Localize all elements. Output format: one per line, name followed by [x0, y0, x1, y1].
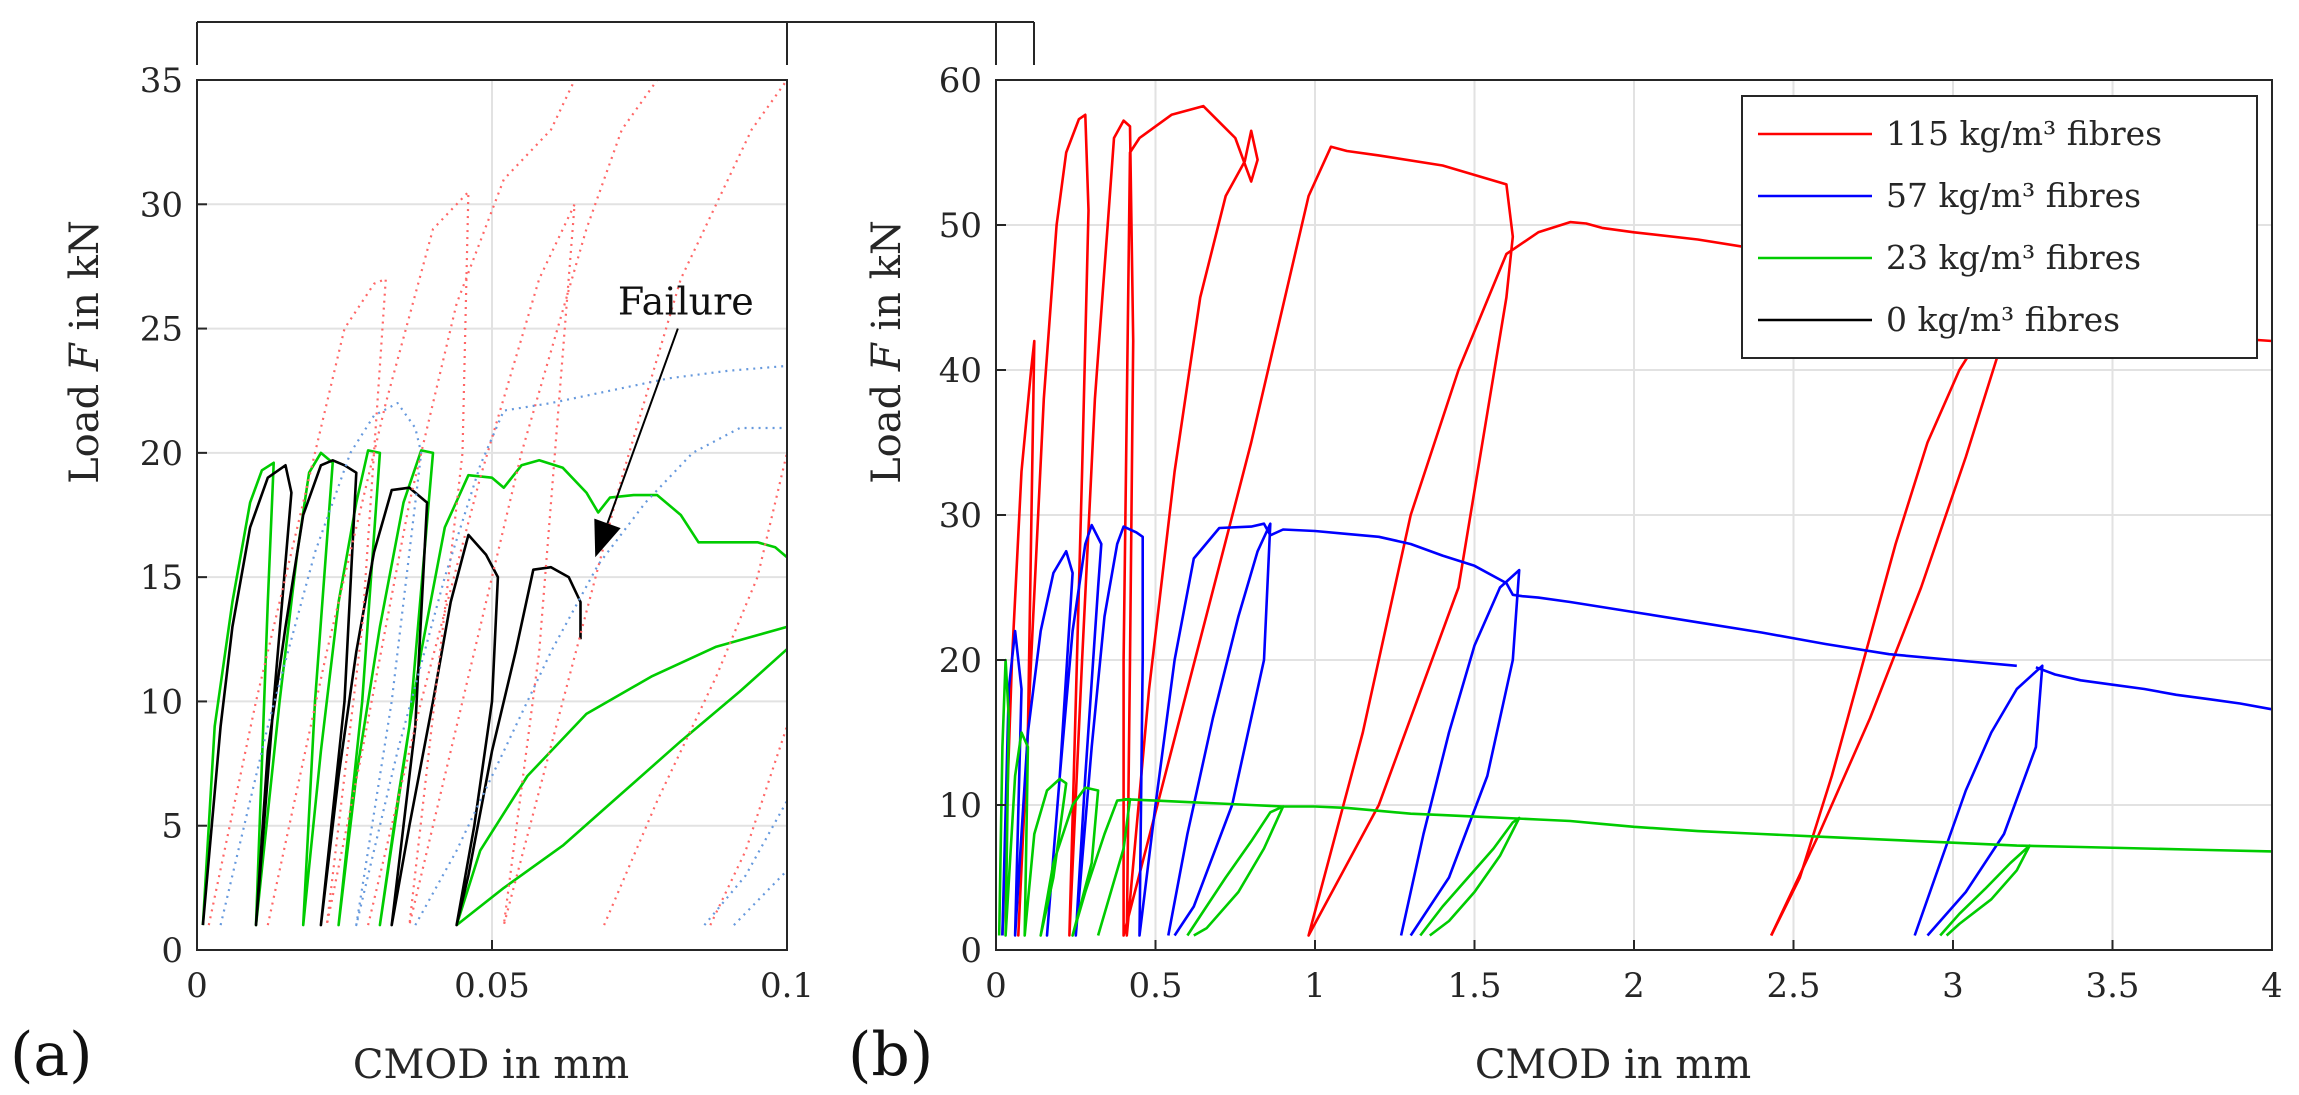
- b-xtick-label: 0: [985, 966, 1007, 1006]
- b-ytick-label: 10: [939, 786, 982, 826]
- legend-box: [1741, 95, 2258, 359]
- b-series-line: [1399, 568, 1521, 937]
- legend-entry: 57 kg/m³ fibres: [1886, 176, 2141, 215]
- panel-a-xlabel: CMOD in mm: [353, 1042, 629, 1088]
- b-xtick-label: 0.5: [1128, 966, 1182, 1006]
- a-xtick-label: 0.1: [760, 966, 814, 1006]
- failure-annotation: Failure: [594, 280, 754, 558]
- b-xtick-label: 1.5: [1447, 966, 1501, 1006]
- legend-entry: 0 kg/m³ fibres: [1886, 300, 2120, 339]
- a-series-line: [266, 79, 659, 927]
- a-xtick-label: 0.05: [454, 966, 530, 1006]
- b-ytick-label: 20: [939, 641, 982, 681]
- a-ytick-label: 15: [140, 558, 183, 598]
- legend-entry: 23 kg/m³ fibres: [1886, 238, 2141, 277]
- panel-b-ylabel: Load F in kN: [864, 220, 910, 484]
- a-ytick-label: 0: [161, 931, 183, 971]
- a-series-line: [709, 725, 789, 926]
- b-ytick-label: 60: [939, 61, 982, 101]
- b-xtick-label: 4: [2261, 966, 2283, 1006]
- a-ytick-label: 20: [140, 434, 183, 474]
- b-series-line: [997, 658, 1132, 937]
- panel-b-label: (b): [848, 1020, 933, 1090]
- a-series-line: [733, 869, 788, 926]
- a-series-line: [455, 625, 788, 926]
- a-ytick-label: 10: [140, 682, 183, 722]
- a-series-line: [201, 459, 582, 927]
- top-bracket: [196, 21, 1035, 65]
- a-ytick-label: 5: [161, 807, 183, 847]
- panel-a-ylabel: Load F in kN: [62, 220, 108, 484]
- b-ytick-label: 0: [960, 931, 982, 971]
- b-series-line: [1939, 844, 2031, 937]
- panel-a-series: [201, 79, 789, 927]
- a-ytick-label: 35: [140, 61, 183, 101]
- b-series-line: [1001, 522, 2017, 937]
- panel-a-grid: [196, 79, 788, 951]
- b-series-line: [2035, 666, 2273, 711]
- a-series-line: [201, 449, 788, 927]
- a-ytick-label: 25: [140, 310, 183, 350]
- b-series-line: [1001, 104, 2273, 937]
- failure-arrow-shaft: [606, 328, 679, 524]
- b-xtick-label: 3: [1942, 966, 1964, 1006]
- b-series-line: [1167, 522, 1272, 937]
- failure-label: Failure: [618, 280, 754, 324]
- failure-arrow-head: [594, 518, 621, 558]
- b-series-line: [1913, 664, 2044, 937]
- a-series-line: [219, 364, 788, 927]
- b-series-line: [1186, 805, 1285, 937]
- panel-b-series: [997, 104, 2273, 937]
- a-series-line: [207, 79, 576, 927]
- b-xtick-label: 2: [1623, 966, 1645, 1006]
- a-series-line: [455, 648, 788, 927]
- a-series-line: [703, 800, 788, 926]
- b-ytick-label: 30: [939, 496, 982, 536]
- b-series-line: [1123, 797, 2273, 853]
- panel-a-chart: 0 0.05 0.1 0 5 10 15 20 25 30 35 Failure CMOD in m…: [10, 61, 814, 1090]
- panel-a-label: (a): [10, 1020, 93, 1090]
- legend-entry: 115 kg/m³ fibres: [1886, 114, 2162, 153]
- b-ytick-label: 50: [939, 206, 982, 246]
- b-xtick-label: 3.5: [2085, 966, 2139, 1006]
- b-ytick-label: 40: [939, 351, 982, 391]
- b-xtick-label: 1: [1304, 966, 1326, 1006]
- a-ytick-label: 30: [140, 185, 183, 225]
- panel-b-legend: 115 kg/m³ fibres 57 kg/m³ fibres 23 kg/m³ …: [1741, 95, 2258, 359]
- panel-b-xlabel: CMOD in mm: [1475, 1042, 1751, 1088]
- panel-a-ticks: 0 0.05 0.1 0 5 10 15 20 25 30 35: [140, 61, 814, 1006]
- a-series-line: [367, 79, 788, 927]
- b-xtick-label: 2.5: [1766, 966, 1820, 1006]
- b-series-line: [1419, 816, 1521, 937]
- a-xtick-label: 0: [186, 966, 208, 1006]
